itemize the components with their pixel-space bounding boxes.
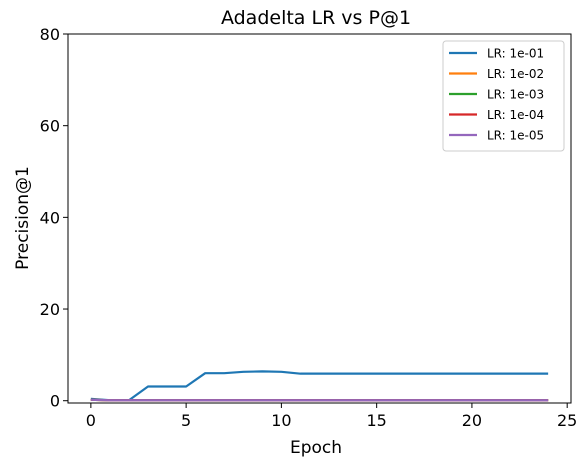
legend-label: LR: 1e-03: [487, 88, 544, 102]
legend-label: LR: 1e-02: [487, 67, 544, 81]
series-layer: [90, 370, 549, 402]
y-tick-label: 60: [40, 117, 60, 136]
y-axis-label: Precision@1: [13, 166, 33, 270]
x-tick-label: 20: [462, 411, 482, 430]
plot-frame: [67, 33, 572, 404]
legend-label: LR: 1e-01: [487, 47, 544, 61]
legend-label: LR: 1e-05: [487, 129, 544, 143]
x-axis-ticks: 0 5 10 15 20 25: [86, 403, 577, 430]
y-axis-ticks: 0 20 40 60 80: [40, 25, 68, 411]
y-tick-label: 0: [50, 392, 60, 411]
y-tick-label: 40: [40, 208, 60, 227]
legend-box: [442, 40, 565, 152]
chart-title: Adadelta LR vs P@1: [221, 7, 411, 29]
legend-label: LR: 1e-04: [487, 108, 544, 122]
x-tick-label: 0: [86, 411, 96, 430]
x-axis-label: Epoch: [290, 438, 342, 458]
x-tick-label: 5: [181, 411, 191, 430]
x-tick-label: 15: [366, 411, 386, 430]
x-tick-label: 10: [271, 411, 291, 430]
x-tick-label: 25: [557, 411, 577, 430]
series-line-1: [90, 370, 549, 402]
y-tick-label: 80: [40, 25, 60, 44]
legend: LR: 1e-01 LR: 1e-02 LR: 1e-03 LR: 1e-04 LR: …: [442, 40, 565, 152]
y-tick-label: 20: [40, 300, 60, 319]
